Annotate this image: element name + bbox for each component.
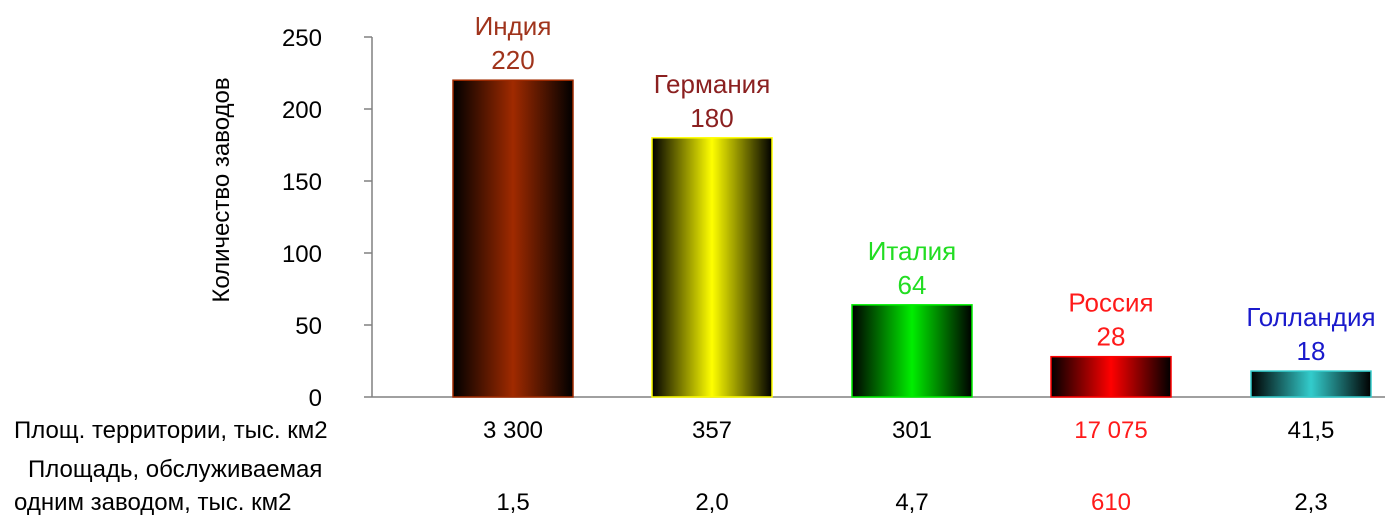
table-cell: 2,0 (695, 489, 729, 516)
table-cell: 1,5 (496, 489, 530, 516)
table-cell: 357 (691, 417, 733, 444)
table-cell: 610 (1090, 489, 1132, 516)
bars (452, 79, 1372, 398)
bar-3 (851, 304, 973, 398)
table-cell: 41,5 (1287, 417, 1335, 444)
table-cell: 2,3 (1294, 489, 1328, 516)
category-label: Италия (868, 236, 957, 266)
table-cell: 17 075 (1074, 417, 1148, 444)
table-cell: 4,7 (895, 489, 929, 516)
row-label-area-line1: Площадь, обслуживаемая (28, 456, 323, 483)
value-label: 28 (1097, 322, 1126, 352)
bar-1 (452, 79, 574, 398)
y-tick-label: 50 (295, 313, 322, 340)
table-cell: 301 (891, 417, 933, 444)
row-label-area-line2: одним заводом, тыс. км2 (14, 489, 292, 516)
y-tick-label: 100 (282, 241, 322, 268)
value-label: 64 (898, 270, 927, 300)
category-label: Голландия (1246, 302, 1375, 332)
bar-5 (1250, 370, 1372, 398)
y-tick-label: 150 (282, 169, 322, 196)
table-cell: 3 300 (482, 417, 544, 444)
category-label: Германия (654, 69, 771, 99)
bar-2 (651, 137, 773, 398)
y-tick-label: 0 (309, 385, 322, 412)
bar-4 (1050, 355, 1172, 398)
y-tick-label: 200 (282, 97, 322, 124)
y-tick-label: 250 (282, 25, 322, 52)
y-axis-label: Количество заводов (208, 77, 235, 303)
value-label: 18 (1297, 336, 1326, 366)
value-label: 180 (690, 103, 733, 133)
value-label: 220 (491, 45, 534, 75)
bar-labels: Индия 220 Германия 180 Италия 64 Россия 28 Голла… (475, 11, 1376, 366)
row-label-territory: Площ. территории, тыс. км2 (14, 417, 328, 444)
category-label: Индия (475, 11, 552, 41)
category-label: Россия (1068, 288, 1153, 318)
axes: 0 50 100 150 200 250 (282, 25, 1385, 412)
